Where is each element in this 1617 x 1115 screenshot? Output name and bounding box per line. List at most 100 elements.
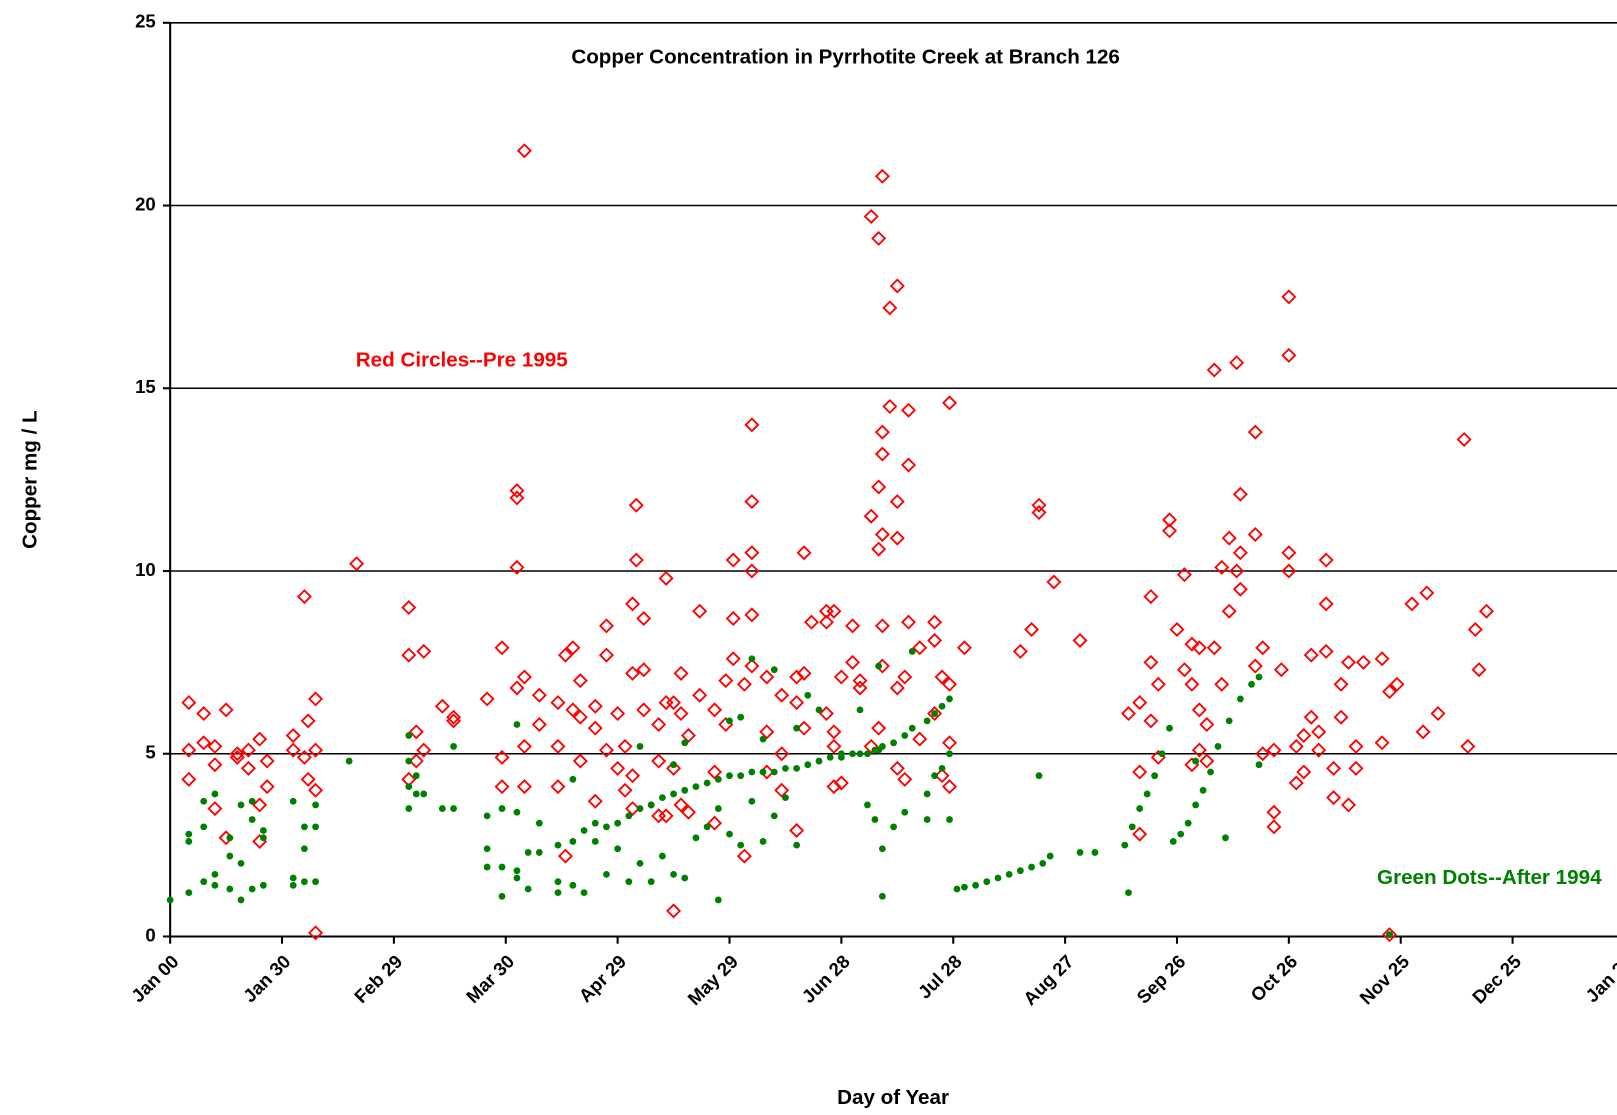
data-point bbox=[1121, 706, 1137, 722]
data-point bbox=[1247, 424, 1263, 440]
data-point bbox=[864, 801, 871, 809]
data-point bbox=[1341, 654, 1357, 670]
data-point bbox=[934, 768, 950, 784]
data-point bbox=[1176, 662, 1192, 678]
data-point bbox=[1184, 819, 1192, 827]
data-point bbox=[736, 848, 752, 864]
data-point bbox=[237, 896, 245, 904]
data-point bbox=[774, 746, 790, 762]
data-point bbox=[237, 801, 245, 809]
data-point bbox=[1248, 680, 1255, 688]
data-point bbox=[207, 738, 223, 754]
data-point bbox=[890, 739, 897, 747]
data-point bbox=[994, 874, 1002, 882]
data-point bbox=[748, 797, 756, 805]
data-point bbox=[614, 845, 622, 853]
data-point bbox=[658, 570, 674, 586]
data-point bbox=[1389, 676, 1405, 692]
y-axis-label: Copper mg / L bbox=[18, 410, 41, 549]
data-point bbox=[1232, 545, 1248, 561]
data-point bbox=[789, 822, 805, 838]
data-point bbox=[636, 662, 652, 678]
data-point bbox=[692, 687, 708, 703]
data-point bbox=[1199, 717, 1215, 733]
data-point bbox=[1236, 695, 1244, 703]
data-point bbox=[300, 878, 308, 886]
data-point bbox=[628, 552, 644, 568]
data-point bbox=[651, 753, 667, 769]
data-point bbox=[681, 739, 689, 747]
data-point bbox=[401, 600, 417, 616]
data-point bbox=[782, 794, 789, 802]
data-point bbox=[185, 889, 193, 897]
data-point bbox=[1162, 512, 1178, 528]
y-tick-label: 15 bbox=[135, 376, 156, 397]
data-point bbox=[759, 838, 767, 845]
data-point bbox=[863, 508, 879, 524]
data-point bbox=[498, 805, 506, 812]
data-point bbox=[1386, 931, 1393, 939]
data-point bbox=[181, 771, 197, 787]
data-point bbox=[587, 698, 603, 714]
data-point bbox=[226, 885, 234, 893]
data-point bbox=[658, 808, 674, 824]
data-point bbox=[692, 834, 700, 842]
data-point bbox=[863, 208, 879, 224]
data-point bbox=[1184, 676, 1200, 692]
data-point bbox=[833, 669, 849, 685]
data-point bbox=[591, 838, 599, 845]
data-point bbox=[1214, 743, 1222, 750]
data-point bbox=[598, 647, 614, 663]
data-point bbox=[625, 801, 641, 817]
data-point bbox=[1404, 596, 1420, 612]
data-point bbox=[878, 892, 886, 900]
data-point bbox=[1184, 636, 1200, 652]
data-point bbox=[349, 556, 365, 572]
data-point bbox=[1374, 735, 1390, 751]
data-point bbox=[818, 614, 834, 630]
data-point bbox=[818, 706, 834, 722]
data-point bbox=[1166, 724, 1173, 732]
data-point bbox=[625, 665, 641, 681]
data-point bbox=[483, 812, 491, 820]
data-point bbox=[804, 761, 812, 769]
data-point bbox=[550, 695, 566, 711]
data-point bbox=[1229, 355, 1245, 371]
data-point bbox=[804, 614, 820, 630]
data-point bbox=[614, 819, 622, 827]
data-point bbox=[923, 790, 931, 798]
data-point bbox=[908, 724, 916, 732]
data-point bbox=[1162, 523, 1178, 539]
data-point bbox=[636, 805, 644, 812]
data-point bbox=[1281, 347, 1297, 363]
data-point bbox=[1341, 797, 1357, 813]
data-point bbox=[1266, 804, 1282, 820]
data-point bbox=[875, 662, 883, 670]
data-point bbox=[300, 771, 316, 787]
data-point bbox=[1456, 431, 1472, 447]
data-point bbox=[237, 859, 245, 867]
data-point bbox=[569, 775, 577, 783]
data-point bbox=[531, 687, 547, 703]
data-point bbox=[680, 727, 696, 743]
data-point bbox=[494, 749, 510, 765]
data-point bbox=[938, 764, 946, 772]
data-point bbox=[680, 804, 696, 820]
y-tick-label: 10 bbox=[135, 559, 156, 580]
data-point bbox=[565, 702, 581, 718]
data-point bbox=[1143, 589, 1159, 605]
data-point bbox=[1318, 643, 1334, 659]
data-point bbox=[826, 753, 834, 761]
data-point bbox=[1419, 585, 1435, 601]
data-point bbox=[923, 816, 931, 823]
data-point bbox=[229, 746, 245, 762]
data-point bbox=[942, 779, 958, 795]
data-point bbox=[1288, 738, 1304, 754]
data-point bbox=[207, 757, 223, 773]
data-point bbox=[718, 673, 734, 689]
data-point bbox=[726, 772, 733, 780]
data-point bbox=[1199, 753, 1215, 769]
data-point bbox=[670, 761, 677, 769]
